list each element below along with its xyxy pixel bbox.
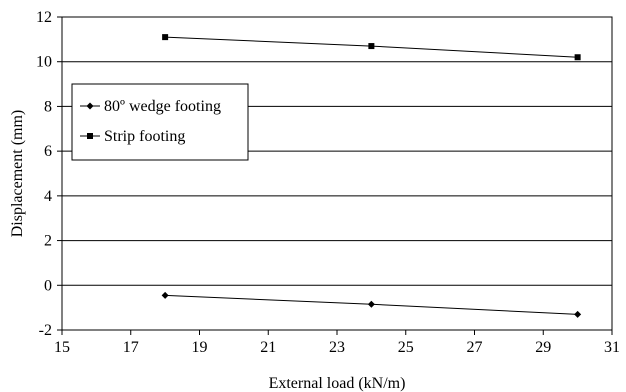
- y-tick-label: 4: [44, 188, 52, 205]
- x-tick-label: 15: [54, 339, 70, 356]
- y-tick-label: 12: [36, 9, 52, 26]
- x-tick-label: 17: [123, 339, 139, 356]
- series-1: [162, 34, 581, 61]
- x-tick-label: 27: [467, 339, 483, 356]
- legend-label: 80º wedge footing: [104, 98, 221, 115]
- y-tick-label: 6: [44, 143, 52, 160]
- y-tick-label: 2: [44, 233, 52, 250]
- data-point: [367, 300, 375, 308]
- legend-label: Strip footing: [104, 128, 185, 145]
- data-series: [161, 34, 582, 318]
- legend-item: 80º wedge footing: [80, 98, 221, 115]
- x-tick-label: 21: [260, 339, 276, 356]
- y-tick-label: 10: [36, 54, 52, 71]
- series-0: [161, 291, 582, 318]
- x-tick-label: 19: [192, 339, 208, 356]
- x-tick-label: 23: [329, 339, 345, 356]
- data-point: [368, 43, 375, 50]
- x-tick-label: 29: [535, 339, 551, 356]
- y-tick-label: 0: [44, 277, 52, 294]
- legend-marker: [86, 102, 94, 110]
- x-tick-label: 25: [398, 339, 414, 356]
- data-point: [574, 310, 582, 318]
- legend-item: Strip footing: [80, 128, 185, 145]
- legend-marker: [87, 133, 93, 139]
- data-point: [161, 291, 169, 299]
- axis-ticks: -2 0 2 4 6 8 10 12 15 17 19 21 23 25 27 29 31: [36, 9, 620, 356]
- legend-box: [71, 83, 249, 161]
- y-tick-label: 8: [44, 98, 52, 115]
- x-axis-title: External load (kN/m): [269, 375, 406, 392]
- legend: 80º wedge footing Strip footing: [71, 83, 249, 161]
- y-tick-label: -2: [39, 322, 52, 339]
- y-axis-title: Displacement (mm): [9, 110, 26, 238]
- data-point: [162, 34, 169, 41]
- data-point: [574, 54, 581, 61]
- x-tick-label: 31: [604, 339, 620, 356]
